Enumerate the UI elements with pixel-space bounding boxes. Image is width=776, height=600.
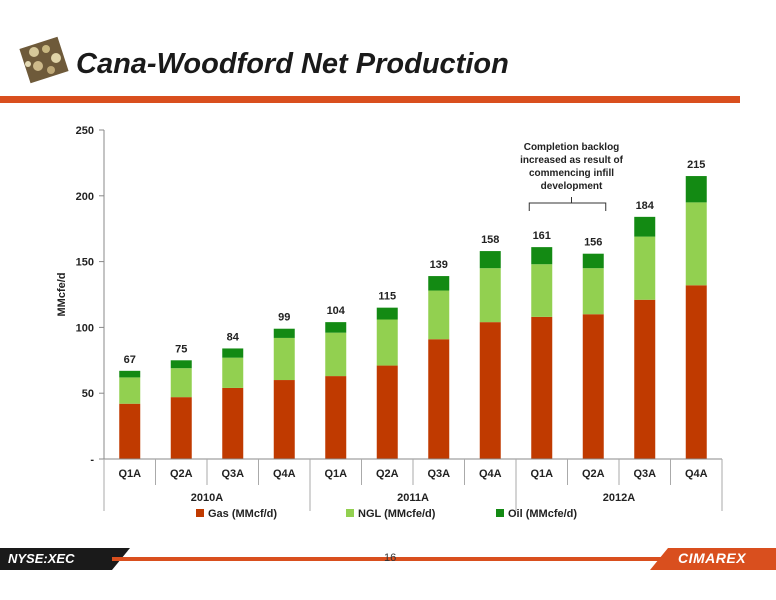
data-label-total: 99 — [278, 312, 290, 324]
title-divider — [0, 96, 740, 103]
bars: 67 75 84 99 104 115 139 158 161 156 184 215 — [119, 159, 707, 459]
legend-label: Gas (MMcf/d) — [208, 508, 277, 520]
bar-segment-oil — [634, 216, 656, 237]
bar-segment-ngl — [222, 357, 244, 388]
group-label: 2011A — [397, 492, 429, 504]
brand-name: CIMAREX — [678, 550, 747, 566]
bar-segment-ngl — [531, 264, 553, 317]
ticker-symbol: NYSE:XEC — [8, 551, 75, 566]
y-axis-label: MMcfe/d — [56, 273, 68, 317]
bar-segment-gas — [170, 397, 192, 459]
bar-segment-gas — [479, 322, 501, 459]
x-tick-label: Q4A — [685, 468, 708, 480]
data-label-total: 156 — [584, 237, 602, 249]
bar-segment-oil — [273, 328, 295, 338]
y-tick-label: 150 — [76, 257, 94, 269]
bar-segment-ngl — [170, 368, 192, 398]
bar-segment-ngl — [376, 319, 398, 366]
legend-swatch-oil — [496, 509, 504, 517]
bar-segment-gas — [119, 403, 141, 459]
legend-swatch-ngl — [346, 509, 354, 517]
group-label: 2012A — [603, 492, 635, 504]
legend: Gas (MMcf/d) NGL (MMcfe/d) Oil (MMcfe/d) — [196, 508, 577, 520]
bar-segment-ngl — [582, 268, 604, 315]
bar-segment-oil — [376, 307, 398, 320]
bar-segment-gas — [273, 380, 295, 459]
bar-segment-ngl — [273, 337, 295, 381]
bar-segment-oil — [428, 276, 450, 291]
group-label: 2010A — [191, 492, 223, 504]
bar-segment-ngl — [479, 268, 501, 323]
bar-segment-oil — [170, 360, 192, 369]
y-tick-label: 100 — [76, 322, 94, 334]
data-label-total: 139 — [430, 259, 448, 271]
bar-segment-ngl — [634, 236, 656, 300]
footer-bar — [0, 548, 776, 570]
x-tick-label: Q3A — [427, 468, 450, 480]
data-label-total: 75 — [175, 343, 187, 355]
x-tick-label: Q4A — [273, 468, 296, 480]
data-label-total: 215 — [687, 159, 705, 171]
y-tick-label: - — [90, 454, 94, 466]
bar-segment-gas — [685, 285, 707, 459]
data-label-total: 67 — [124, 354, 136, 366]
annotation-line: commencing infill — [529, 168, 614, 179]
x-tick-label: Q1A — [118, 468, 141, 480]
x-tick-label: Q2A — [376, 468, 399, 480]
bar-segment-gas — [582, 314, 604, 459]
bar-segment-gas — [531, 316, 553, 459]
page-title: Cana-Woodford Net Production — [76, 48, 509, 80]
bar-segment-gas — [325, 376, 347, 459]
bar-segment-oil — [531, 247, 553, 265]
bar-segment-gas — [428, 339, 450, 459]
bar-segment-oil — [325, 322, 347, 333]
bar-segment-oil — [479, 251, 501, 269]
bar-segment-oil — [685, 176, 707, 203]
y-tick-label: 250 — [76, 125, 94, 137]
data-label-total: 158 — [481, 234, 499, 246]
bar-segment-ngl — [428, 290, 450, 340]
y-axis: - 50 100 150 200 250 MMcfe/d — [56, 125, 105, 466]
x-tick-label: Q3A — [221, 468, 244, 480]
x-tick-label: Q3A — [633, 468, 656, 480]
legend-label: Oil (MMcfe/d) — [508, 508, 577, 520]
x-tick-label: Q2A — [582, 468, 605, 480]
data-label-total: 184 — [636, 200, 655, 212]
data-label-total: 161 — [533, 230, 551, 242]
y-tick-label: 50 — [82, 388, 94, 400]
x-tick-label: Q1A — [324, 468, 347, 480]
bar-segment-oil — [222, 348, 244, 358]
bar-segment-gas — [376, 365, 398, 459]
data-label-total: 84 — [227, 331, 240, 343]
x-tick-label: Q1A — [530, 468, 553, 480]
annotation-line: development — [541, 181, 603, 192]
bar-segment-ngl — [325, 332, 347, 377]
bar-segment-oil — [582, 253, 604, 269]
annotation-line: increased as result of — [520, 155, 623, 166]
bar-segment-oil — [119, 370, 141, 378]
bar-segment-ngl — [685, 202, 707, 286]
x-axis: Q1A Q2A Q3A Q4A Q1A Q2A Q3A Q4A Q1A Q2A Q3A Q4A 2010… — [103, 458, 723, 511]
x-tick-label: Q2A — [170, 468, 193, 480]
annotation: Completion backlog increased as result of… — [520, 142, 624, 211]
page-number: 16 — [384, 552, 397, 564]
data-label-total: 115 — [378, 291, 396, 303]
production-chart: - 50 100 150 200 250 MMcfe/d 67 75 84 99 104 115 139… — [56, 125, 723, 520]
bar-segment-gas — [222, 387, 244, 459]
x-tick-label: Q4A — [479, 468, 502, 480]
company-logo — [19, 36, 69, 84]
bar-segment-gas — [634, 299, 656, 459]
legend-swatch-gas — [196, 509, 204, 517]
annotation-line: Completion backlog — [524, 142, 620, 153]
data-label-total: 104 — [327, 305, 346, 317]
annotation-bracket — [528, 197, 607, 211]
y-tick-label: 200 — [76, 191, 94, 203]
legend-label: NGL (MMcfe/d) — [358, 508, 436, 520]
bar-segment-ngl — [119, 377, 141, 404]
